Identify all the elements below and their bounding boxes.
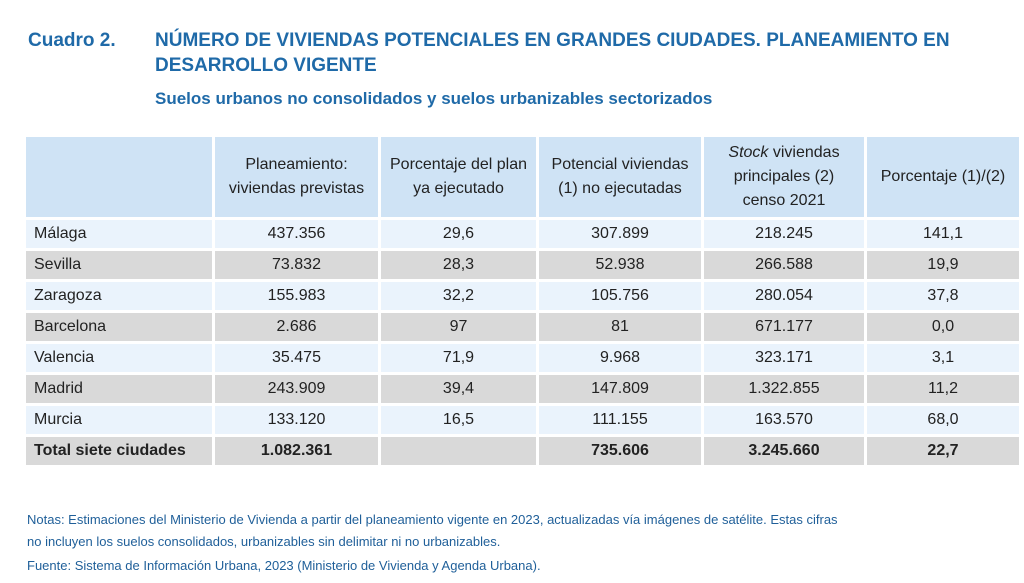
- header-italic: Stock: [728, 144, 769, 161]
- notes-line-2: no incluyen los suelos consolidados, urb…: [27, 534, 501, 549]
- table-row: Zaragoza 155.983 32,2 105.756 280.054 37,8: [23, 279, 1022, 313]
- value-cell: 71,9: [378, 341, 539, 375]
- table-row: Málaga 437.356 29,6 307.899 218.245 141,1: [23, 217, 1022, 251]
- value-cell: 0,0: [864, 310, 1022, 344]
- value-cell: 735.606: [536, 434, 704, 468]
- header-cell: Porcentaje del plan ya ejecutado: [378, 134, 539, 220]
- value-cell: 16,5: [378, 403, 539, 437]
- value-cell: [378, 434, 539, 468]
- value-cell: 243.909: [212, 372, 381, 406]
- city-cell: Sevilla: [23, 248, 215, 282]
- value-cell: 437.356: [212, 217, 381, 251]
- value-cell: 97: [378, 310, 539, 344]
- value-cell: 671.177: [701, 310, 867, 344]
- value-cell: 52.938: [536, 248, 704, 282]
- table-label: Cuadro 2.: [28, 30, 116, 51]
- value-cell: 307.899: [536, 217, 704, 251]
- value-cell: 147.809: [536, 372, 704, 406]
- value-cell: 266.588: [701, 248, 867, 282]
- header-cell: Potencial viviendas (1) no ejecutadas: [536, 134, 704, 220]
- city-cell: Total siete ciudades: [23, 434, 215, 468]
- table-row: Sevilla 73.832 28,3 52.938 266.588 19,9: [23, 248, 1022, 282]
- city-cell: Murcia: [23, 403, 215, 437]
- city-cell: Málaga: [23, 217, 215, 251]
- notes-line-1: Notas: Estimaciones del Ministerio de Vi…: [27, 512, 838, 527]
- header-text: viviendas principales (2) censo 2021: [733, 144, 840, 209]
- value-cell: 111.155: [536, 403, 704, 437]
- table-title: NÚMERO DE VIVIENDAS POTENCIALES EN GRAND…: [155, 30, 950, 76]
- value-cell: 280.054: [701, 279, 867, 313]
- value-cell: 28,3: [378, 248, 539, 282]
- value-cell: 323.171: [701, 341, 867, 375]
- city-cell: Barcelona: [23, 310, 215, 344]
- city-cell: Zaragoza: [23, 279, 215, 313]
- value-cell: 218.245: [701, 217, 867, 251]
- value-cell: 163.570: [701, 403, 867, 437]
- total-row: Total siete ciudades 1.082.361 735.606 3.24…: [23, 434, 1022, 468]
- value-cell: 133.120: [212, 403, 381, 437]
- value-cell: 29,6: [378, 217, 539, 251]
- header-cell: Planeamiento: viviendas previstas: [212, 134, 381, 220]
- value-cell: 35.475: [212, 341, 381, 375]
- table-row: Valencia 35.475 71,9 9.968 323.171 3,1: [23, 341, 1022, 375]
- value-cell: 3.245.660: [701, 434, 867, 468]
- value-cell: 39,4: [378, 372, 539, 406]
- value-cell: 73.832: [212, 248, 381, 282]
- value-cell: 1.082.361: [212, 434, 381, 468]
- header-cell: Porcentaje (1)/(2): [864, 134, 1022, 220]
- value-cell: 155.983: [212, 279, 381, 313]
- value-cell: 9.968: [536, 341, 704, 375]
- table-row: Murcia 133.120 16,5 111.155 163.570 68,0: [23, 403, 1022, 437]
- table-row: Barcelona 2.686 97 81 671.177 0,0: [23, 310, 1022, 344]
- value-cell: 19,9: [864, 248, 1022, 282]
- value-cell: 37,8: [864, 279, 1022, 313]
- city-cell: Madrid: [23, 372, 215, 406]
- header-cell: Stock viviendas principales (2) censo 20…: [701, 134, 867, 220]
- value-cell: 1.322.855: [701, 372, 867, 406]
- value-cell: 22,7: [864, 434, 1022, 468]
- city-cell: Valencia: [23, 341, 215, 375]
- value-cell: 141,1: [864, 217, 1022, 251]
- table-subtitle: Suelos urbanos no consolidados y suelos …: [155, 89, 713, 108]
- value-cell: 81: [536, 310, 704, 344]
- data-table: Planeamiento: viviendas previstas Porcen…: [23, 134, 1022, 468]
- value-cell: 2.686: [212, 310, 381, 344]
- header-row: Planeamiento: viviendas previstas Porcen…: [23, 134, 1022, 220]
- value-cell: 68,0: [864, 403, 1022, 437]
- header-cell: [23, 134, 215, 220]
- table-row: Madrid 243.909 39,4 147.809 1.322.855 11,2: [23, 372, 1022, 406]
- value-cell: 105.756: [536, 279, 704, 313]
- value-cell: 3,1: [864, 341, 1022, 375]
- source-note: Fuente: Sistema de Información Urbana, 2…: [27, 558, 541, 573]
- value-cell: 32,2: [378, 279, 539, 313]
- value-cell: 11,2: [864, 372, 1022, 406]
